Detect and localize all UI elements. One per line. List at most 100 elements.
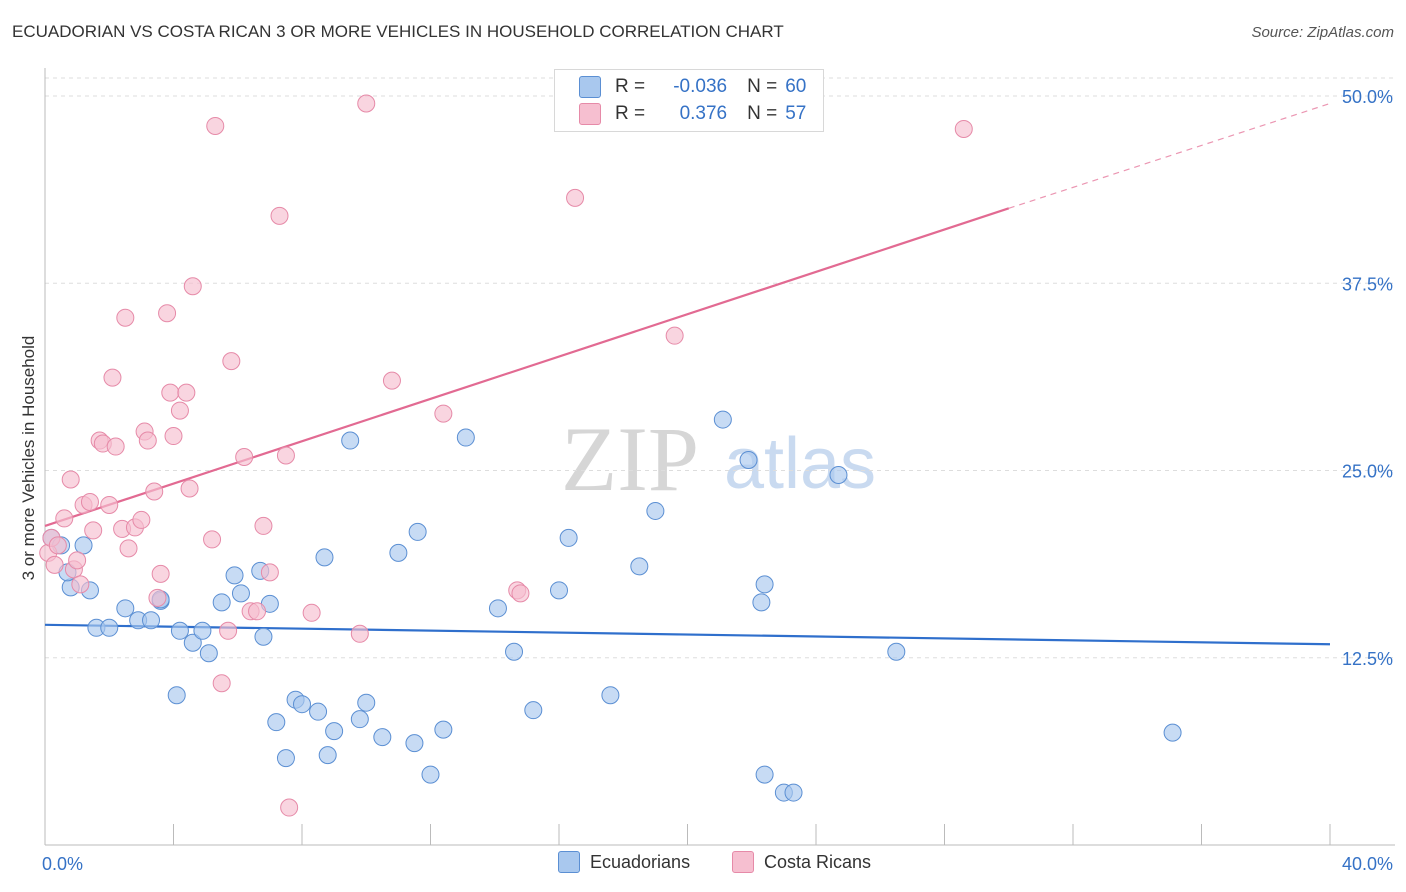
ecuadorian-trend-line bbox=[44, 623, 1331, 646]
legend-r-value: -0.036 bbox=[673, 76, 728, 97]
correlation-legend: R = -0.036 N = 60 R = 0.376 N = 57 bbox=[554, 69, 824, 132]
costa-rican-point bbox=[71, 575, 90, 594]
ecuadorian-point bbox=[293, 695, 311, 714]
costa-rican-point bbox=[183, 277, 202, 296]
costa-rican-point bbox=[116, 308, 135, 327]
costa-rican-point bbox=[235, 448, 254, 467]
costa-rican-point bbox=[566, 188, 585, 207]
ecuadorian-point bbox=[408, 522, 427, 541]
ecuadorian-point bbox=[739, 451, 758, 470]
series-legend-ecuadorians[interactable]: Ecuadorians bbox=[558, 851, 690, 873]
legend-n-label: N = bbox=[747, 103, 778, 124]
ecuadorian-point bbox=[357, 693, 376, 712]
costa-rican-trend-extension bbox=[1008, 102, 1331, 209]
watermark-zip: ZIP bbox=[561, 408, 699, 510]
x-tick-label: 40.0% bbox=[1342, 854, 1393, 874]
ecuadorian-point bbox=[829, 465, 848, 484]
chart-title: ECUADORIAN VS COSTA RICAN 3 OR MORE VEHI… bbox=[12, 22, 784, 41]
ecuadorian-point bbox=[193, 621, 212, 640]
ecuadorian-point bbox=[755, 575, 774, 594]
ecuadorian-point bbox=[267, 713, 286, 732]
costa-rican-point bbox=[260, 563, 279, 582]
series-label-ecuadorians: Ecuadorians bbox=[590, 851, 691, 872]
series-label-costa-ricans: Costa Ricans bbox=[764, 851, 872, 872]
costa-rican-point bbox=[132, 510, 151, 529]
costa-rican-point bbox=[665, 326, 684, 345]
series-legend-costa-ricans[interactable]: Costa Ricans bbox=[732, 851, 871, 873]
costa-rican-point bbox=[158, 304, 177, 323]
costa-rican-point bbox=[270, 206, 289, 225]
ecuadorian-point bbox=[100, 618, 119, 637]
ecuadorian-point bbox=[784, 783, 803, 802]
source-label: Source: ZipAtlas.com bbox=[1251, 24, 1394, 41]
costa-rican-point bbox=[145, 482, 164, 501]
series-swatch-costa-ricans bbox=[732, 851, 754, 873]
ecuadorian-point bbox=[309, 702, 328, 721]
costa-rican-point bbox=[164, 427, 183, 446]
costa-rican-point bbox=[170, 401, 189, 420]
costa-rican-point bbox=[80, 492, 99, 511]
costa-rican-point bbox=[84, 521, 103, 540]
costa-rican-point bbox=[212, 674, 231, 693]
ecuadorian-point bbox=[212, 593, 231, 612]
legend-swatch-ecuadorians bbox=[579, 76, 601, 98]
costa-rican-point bbox=[148, 588, 167, 607]
y-tick-label: 50.0% bbox=[1342, 87, 1393, 107]
ecuadorian-point bbox=[646, 501, 665, 520]
ecuadorian-point bbox=[231, 584, 250, 603]
costa-rican-point bbox=[61, 470, 80, 489]
costa-rican-point bbox=[177, 383, 196, 402]
costa-rican-point bbox=[100, 495, 119, 514]
ecuadorian-point bbox=[254, 627, 273, 646]
costa-rican-point bbox=[180, 479, 199, 498]
ecuadorian-point bbox=[752, 593, 771, 612]
ecuadorian-point bbox=[505, 642, 524, 661]
ecuadorian-point bbox=[225, 566, 244, 585]
legend-n-value: 57 bbox=[785, 103, 807, 124]
costa-rican-point bbox=[511, 584, 530, 603]
ecuadorian-point bbox=[350, 710, 369, 729]
ecuadorian-point bbox=[318, 746, 337, 765]
legend-n-value: 60 bbox=[785, 76, 807, 97]
ecuadorian-point bbox=[116, 599, 135, 618]
ecuadorian-point bbox=[170, 621, 189, 640]
y-tick-label: 37.5% bbox=[1342, 274, 1393, 294]
legend-r-label: R = bbox=[615, 103, 646, 124]
ecuadorian-point bbox=[755, 765, 774, 784]
costa-rican-point bbox=[222, 352, 241, 371]
costa-rican-point bbox=[206, 116, 225, 135]
costa-rican-point bbox=[68, 551, 87, 570]
y-tick-label: 25.0% bbox=[1342, 462, 1393, 482]
ecuadorian-point bbox=[142, 611, 161, 630]
costa-rican-point bbox=[382, 371, 401, 390]
ecuadorian-point bbox=[199, 644, 218, 663]
ecuadorian-point bbox=[550, 581, 568, 600]
costa-rican-point bbox=[350, 624, 369, 643]
ecuadorian-point bbox=[456, 428, 475, 447]
costa-rican-point bbox=[276, 446, 295, 465]
ecuadorian-point bbox=[74, 536, 93, 555]
ecuadorian-point bbox=[601, 686, 620, 705]
costa-rican-point bbox=[203, 530, 222, 549]
costa-rican-point bbox=[45, 555, 64, 574]
ecuadorian-point bbox=[183, 633, 202, 652]
costa-rican-trend-line bbox=[44, 207, 1010, 527]
series-legend: Ecuadorians Costa Ricans bbox=[0, 851, 1406, 877]
ecuadorian-point bbox=[434, 720, 453, 739]
legend-r-value: 0.376 bbox=[679, 103, 728, 124]
costa-rican-point bbox=[954, 119, 973, 138]
ecuadorian-point bbox=[488, 599, 507, 618]
ecuadorian-point bbox=[559, 528, 578, 547]
x-tick-label: 0.0% bbox=[42, 854, 83, 874]
costa-rican-point bbox=[254, 516, 273, 535]
costa-rican-point bbox=[151, 564, 170, 583]
costa-rican-point bbox=[434, 404, 453, 423]
ecuadorian-point bbox=[325, 722, 344, 741]
costa-rican-point bbox=[48, 536, 67, 555]
ecuadorian-point bbox=[167, 686, 186, 705]
ecuadorian-point bbox=[524, 701, 543, 720]
ecuadorian-point bbox=[421, 765, 440, 784]
legend-swatch-costa-ricans bbox=[579, 103, 601, 125]
ecuadorian-point bbox=[373, 728, 392, 747]
